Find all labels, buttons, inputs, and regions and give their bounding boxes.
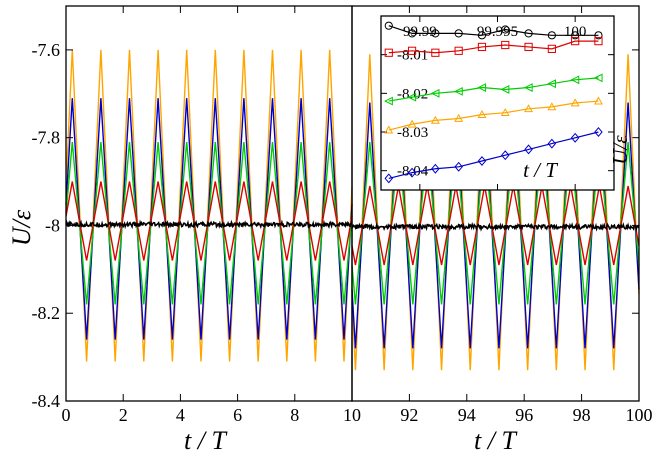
x-tick-label-left: 4 bbox=[176, 405, 185, 425]
series-line-left-red bbox=[65, 181, 353, 261]
inset-marker-blue bbox=[431, 163, 440, 174]
x-tick-label-left: 0 bbox=[62, 405, 71, 425]
y-tick-label: -8.4 bbox=[32, 391, 61, 411]
y-tick-label: -7.6 bbox=[32, 40, 61, 60]
inset-marker-red bbox=[547, 44, 556, 53]
inset-series-line-orange bbox=[388, 100, 599, 131]
inset-marker-red bbox=[407, 46, 417, 55]
inset-y-tick-label: -8.04 bbox=[397, 164, 429, 180]
x-axis-label-right: t / T bbox=[474, 426, 517, 455]
x-tick-label-right: 98 bbox=[573, 405, 591, 425]
inset-y-tick-label: -8.03 bbox=[397, 125, 428, 141]
y-tick-label: -8.2 bbox=[32, 303, 61, 323]
axis-labels: U/ε t / T t / T t / T U/ε bbox=[7, 135, 632, 455]
x-tick-label-left: 2 bbox=[119, 405, 128, 425]
inset-x-axis-label: t / T bbox=[523, 158, 558, 182]
inset-marker-green bbox=[570, 75, 580, 85]
inset-series-line-red bbox=[388, 40, 599, 54]
x-tick-label-left: 6 bbox=[233, 405, 242, 425]
inset-marker-blue bbox=[477, 156, 487, 166]
inset-y-axis-label: U/ε bbox=[608, 135, 632, 165]
inset-marker-black bbox=[571, 31, 580, 40]
inset-marker-orange bbox=[384, 125, 394, 134]
right-panel: 92 94 96 98 100 bbox=[351, 6, 653, 425]
inset-marker-blue bbox=[594, 127, 603, 137]
inset-marker-red bbox=[384, 48, 393, 57]
plot-frames bbox=[65, 5, 640, 402]
inset-marker-red bbox=[594, 37, 603, 46]
inset-marker-orange bbox=[524, 104, 534, 113]
inset-marker-green bbox=[593, 73, 603, 83]
inset-marker-green bbox=[523, 83, 533, 92]
inset-marker-black bbox=[477, 31, 487, 40]
inset-x-tick-label: 99.99 bbox=[403, 24, 437, 40]
inset-series-group bbox=[384, 21, 603, 184]
inset-marker-red bbox=[501, 40, 510, 50]
x-axis-label-left: t / T bbox=[184, 426, 227, 455]
x-tick-label-right: 96 bbox=[515, 405, 533, 425]
right-plot-frame bbox=[351, 5, 640, 402]
y-tick-label: -8 bbox=[45, 215, 60, 235]
series-line-right-orange bbox=[351, 54, 640, 371]
inset-marker-blue bbox=[570, 132, 580, 143]
inset-marker-black bbox=[407, 29, 417, 38]
inset-marker-orange bbox=[570, 98, 580, 107]
inset-marker-orange bbox=[430, 115, 440, 124]
series-line-left-orange bbox=[65, 49, 353, 362]
inset-marker-blue bbox=[407, 167, 417, 178]
inset-marker-red bbox=[571, 37, 580, 46]
inset-marker-black bbox=[524, 29, 533, 38]
inset-marker-green bbox=[453, 86, 463, 96]
inset-marker-orange bbox=[500, 108, 510, 117]
inset-marker-orange bbox=[407, 119, 417, 128]
inset-marker-black bbox=[547, 31, 556, 40]
inset-marker-green bbox=[477, 83, 487, 92]
inset-marker-black bbox=[454, 29, 463, 38]
inset-marker-black bbox=[501, 25, 510, 34]
series-line-left-black bbox=[65, 219, 353, 230]
inset-marker-blue bbox=[384, 173, 394, 184]
x-tick-label-right: 100 bbox=[626, 405, 653, 425]
inset-marker-orange bbox=[454, 113, 464, 122]
inset-marker-green bbox=[500, 85, 510, 94]
inset-marker-orange bbox=[547, 102, 557, 111]
inset-marker-green bbox=[384, 96, 393, 106]
inset-marker-green bbox=[547, 79, 556, 89]
inset-marker-blue bbox=[524, 144, 533, 155]
x-tick-label-right: 92 bbox=[400, 405, 418, 425]
series-line-right-red bbox=[351, 185, 640, 266]
inset-marker-black bbox=[594, 31, 603, 40]
inset-marker-red bbox=[477, 42, 487, 52]
y-axis-label: U/ε bbox=[7, 209, 36, 246]
inset-y-tick-label: -8.02 bbox=[397, 86, 428, 102]
inset-y-tick-label: -8.01 bbox=[397, 48, 428, 64]
inset-marker-red bbox=[524, 42, 533, 52]
inset-marker-black bbox=[431, 29, 440, 38]
x-tick-label-right: 94 bbox=[458, 405, 476, 425]
inset-marker-blue bbox=[454, 161, 463, 172]
inset-marker-blue bbox=[547, 138, 557, 149]
y-tick-label: -7.8 bbox=[32, 128, 61, 148]
series-line-right-black bbox=[351, 221, 640, 233]
inset-marker-red bbox=[454, 46, 463, 55]
inset-marker-green bbox=[430, 88, 440, 98]
inset-panel: 99.99 99.995 100-8.01-8.02-8.03-8.04 bbox=[380, 15, 615, 191]
inset-marker-black bbox=[384, 21, 393, 30]
inset-series-line-green bbox=[388, 77, 599, 102]
inset-marker-orange bbox=[594, 96, 603, 105]
inset-series-line-black bbox=[388, 25, 599, 36]
inset-marker-blue bbox=[501, 150, 510, 161]
inset-series-line-blue bbox=[388, 131, 599, 179]
x-tick-label-left: 10 bbox=[343, 405, 361, 425]
inset-marker-green bbox=[407, 92, 417, 102]
left-panel: 0 2 4 6 8 10 -7.6 -7.8 -8 -8.2 -8.4 bbox=[32, 6, 639, 425]
inset-marker-orange bbox=[477, 109, 487, 118]
inset-marker-red bbox=[431, 48, 440, 57]
x-tick-label-left: 8 bbox=[290, 405, 299, 425]
